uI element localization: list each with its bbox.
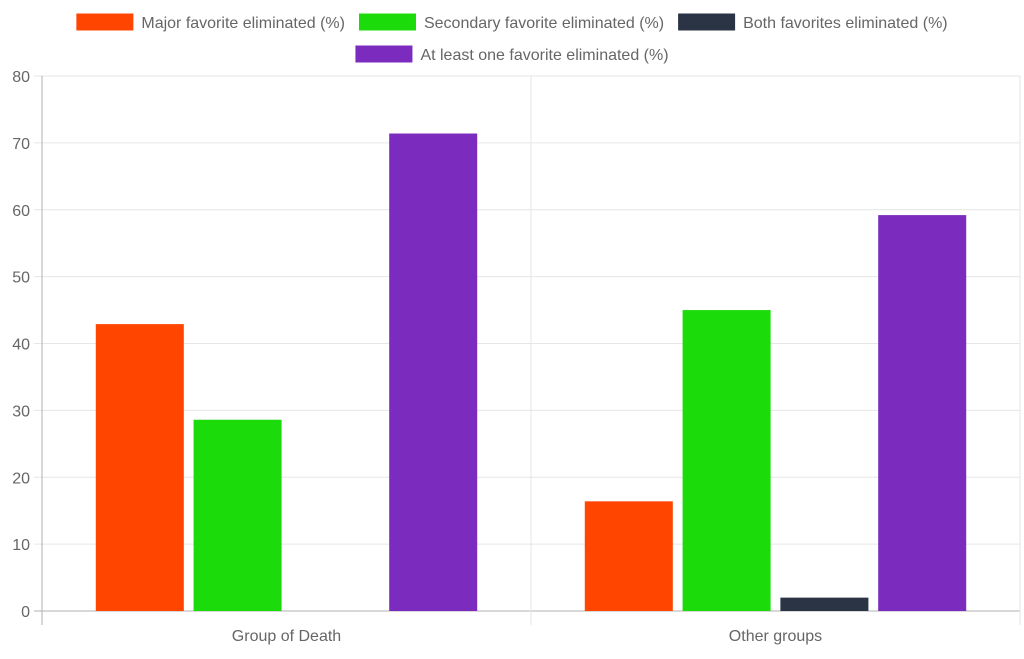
tick-labels: 0 10 20 30 40 50 60 70 80 Group of Death Other gro… [12, 69, 822, 645]
legend-swatch-4 [355, 45, 413, 63]
y-tick-label: 50 [12, 270, 30, 287]
x-tick-label: Group of Death [232, 628, 341, 645]
legend-label-3: Both favorites eliminated (%) [743, 15, 948, 32]
bars [95, 133, 967, 611]
bar-2-1 [584, 501, 673, 611]
x-tick-label: Other groups [729, 628, 822, 645]
legend-label-1: Major favorite eliminated (%) [141, 15, 345, 32]
y-tick-label: 70 [12, 136, 30, 153]
bar-2-3 [780, 597, 869, 611]
legend-label-4: At least one favorite eliminated (%) [420, 47, 668, 64]
legend: Major favorite eliminated (%) Secondary f… [76, 13, 948, 64]
legend-swatch-2 [358, 13, 416, 31]
y-tick-label: 80 [12, 69, 30, 86]
legend-label-2: Secondary favorite eliminated (%) [424, 15, 664, 32]
bar-1-2 [193, 419, 282, 611]
legend-swatch-1 [76, 13, 134, 31]
bar-2-4 [878, 215, 967, 611]
y-tick-label: 40 [12, 337, 30, 354]
y-tick-label: 60 [12, 203, 30, 220]
y-tick-label: 20 [12, 470, 30, 487]
bar-1-4 [389, 133, 478, 611]
bar-1-1 [95, 324, 184, 611]
y-tick-label: 10 [12, 537, 30, 554]
y-tick-label: 0 [21, 604, 30, 621]
legend-swatch-3 [678, 13, 736, 31]
y-tick-label: 30 [12, 403, 30, 420]
bar-2-2 [682, 310, 771, 611]
